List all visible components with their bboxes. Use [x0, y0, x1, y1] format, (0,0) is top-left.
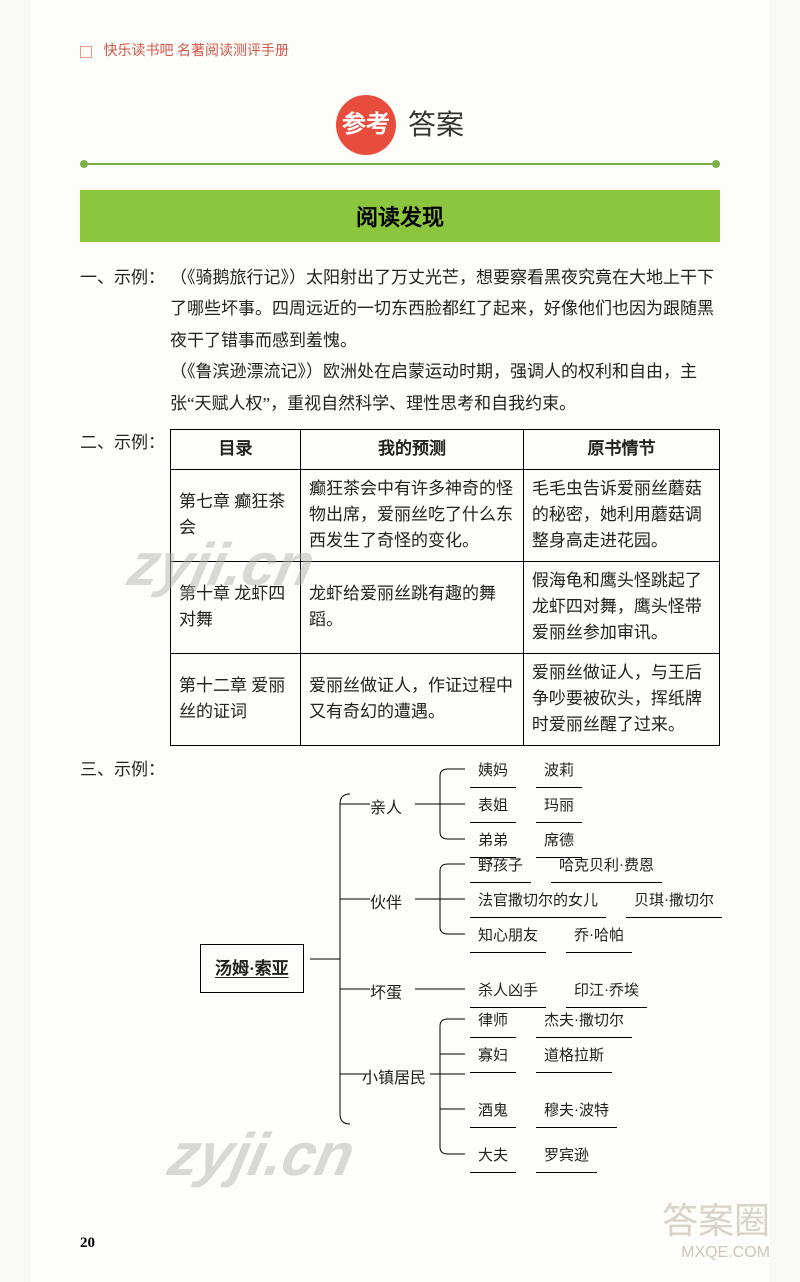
- title-suffix: 答案: [408, 103, 464, 147]
- answer-three-diagram: 汤姆·索亚 亲人 伙伴 坏蛋 小镇居民 姨妈波莉 表姐玛丽 弟弟席德 野孩子哈克…: [170, 754, 720, 1174]
- answer-one: 一、示例： （《骑鹅旅行记》）太阳射出了万丈光芒，想要察看黑夜究竟在大地上干下了…: [80, 262, 720, 419]
- prediction-table: 目录 我的预测 原书情节 第七章 癫狂茶会 癫狂茶会中有许多神奇的怪物出席，爱丽…: [170, 429, 720, 745]
- td-orig: 爱丽丝做证人，与王后争吵要被砍头，挥纸牌时爱丽丝醒了过来。: [523, 653, 719, 745]
- td-orig: 毛毛虫告诉爱丽丝蘑菇的秘密，她利用蘑菇调整身高走进花园。: [523, 469, 719, 561]
- diagram-root: 汤姆·索亚: [200, 944, 304, 993]
- td-toc: 第七章 癫狂茶会: [171, 469, 301, 561]
- cat-townfolk: 小镇居民: [362, 1064, 426, 1094]
- leaf: 寡妇道格拉斯: [470, 1043, 612, 1074]
- td-pred: 龙虾给爱丽丝跳有趣的舞蹈。: [301, 561, 524, 653]
- leaf: 酒鬼穆夫·波特: [470, 1098, 617, 1129]
- leaf: 大夫罗宾逊: [470, 1143, 597, 1174]
- td-toc: 第十二章 爱丽丝的证词: [171, 653, 301, 745]
- section-heading: 阅读发现: [80, 190, 720, 242]
- answer-three: 三、示例：: [80, 754, 720, 1174]
- td-pred: 爱丽丝做证人，作证过程中又有奇幻的遭遇。: [301, 653, 524, 745]
- answer-one-text: （《骑鹅旅行记》）太阳射出了万丈光芒，想要察看黑夜究竟在大地上干下了哪些坏事。四…: [170, 262, 720, 419]
- leaf: 知心朋友乔·哈帕: [470, 923, 632, 954]
- th-prediction: 我的预测: [301, 430, 524, 469]
- answer-one-para1: （《骑鹅旅行记》）太阳射出了万丈光芒，想要察看黑夜究竟在大地上干下了哪些坏事。四…: [170, 262, 720, 356]
- answer-two-label: 二、示例：: [80, 427, 170, 745]
- cat-friends: 伙伴: [370, 889, 402, 919]
- tree-diagram: 汤姆·索亚 亲人 伙伴 坏蛋 小镇居民 姨妈波莉 表姐玛丽 弟弟席德 野孩子哈克…: [170, 764, 720, 1174]
- booklet-title: 快乐读书吧 名著阅读测评手册: [104, 44, 290, 59]
- content-area: 一、示例： （《骑鹅旅行记》）太阳射出了万丈光芒，想要察看黑夜究竟在大地上干下了…: [80, 262, 720, 1174]
- leaf: 姨妈波莉: [470, 758, 582, 789]
- leaf: 杀人凶手印江·乔埃: [470, 978, 647, 1009]
- th-original: 原书情节: [523, 430, 719, 469]
- th-toc: 目录: [171, 430, 301, 469]
- table-row: 第十章 龙虾四对舞 龙虾给爱丽丝跳有趣的舞蹈。 假海龟和鹰头怪跳起了龙虾四对舞，…: [171, 561, 720, 653]
- answer-two: 二、示例： 目录 我的预测 原书情节 第七章 癫狂茶会 癫狂茶会中有许多神奇的怪…: [80, 427, 720, 745]
- cat-villain: 坏蛋: [370, 979, 402, 1009]
- leaf: 表姐玛丽: [470, 793, 582, 824]
- td-toc: 第十章 龙虾四对舞: [171, 561, 301, 653]
- cat-family: 亲人: [370, 794, 402, 824]
- answer-three-label: 三、示例：: [80, 754, 170, 1174]
- page-number: 20: [80, 1235, 95, 1252]
- leaf: 法官撒切尔的女儿贝琪·撒切尔: [470, 888, 722, 919]
- title-circle: 参考: [336, 95, 396, 155]
- leaf: 律师杰夫·撒切尔: [470, 1008, 632, 1039]
- table-row: 第十二章 爱丽丝的证词 爱丽丝做证人，作证过程中又有奇幻的遭遇。 爱丽丝做证人，…: [171, 653, 720, 745]
- td-pred: 癫狂茶会中有许多神奇的怪物出席，爱丽丝吃了什么东西发生了奇怪的变化。: [301, 469, 524, 561]
- answer-one-para2: （《鲁滨逊漂流记》）欧洲处在启蒙运动时期，强调人的权利和自由，主张“天赋人权”，…: [170, 356, 720, 419]
- answer-two-text: 目录 我的预测 原书情节 第七章 癫狂茶会 癫狂茶会中有许多神奇的怪物出席，爱丽…: [170, 427, 720, 745]
- page-container: 快乐读书吧 名著阅读测评手册 参考 答案 阅读发现 一、示例： （《骑鹅旅行记》…: [30, 0, 770, 1282]
- page-header: 快乐读书吧 名著阅读测评手册: [80, 40, 720, 65]
- header-square-icon: [80, 46, 92, 58]
- answer-one-label: 一、示例：: [80, 262, 170, 419]
- table-row: 第七章 癫狂茶会 癫狂茶会中有许多神奇的怪物出席，爱丽丝吃了什么东西发生了奇怪的…: [171, 469, 720, 561]
- title-rule: [80, 163, 720, 165]
- table-header-row: 目录 我的预测 原书情节: [171, 430, 720, 469]
- leaf: 野孩子哈克贝利·费恩: [470, 853, 662, 884]
- main-title: 参考 答案: [80, 95, 720, 165]
- td-orig: 假海龟和鹰头怪跳起了龙虾四对舞，鹰头怪带爱丽丝参加审讯。: [523, 561, 719, 653]
